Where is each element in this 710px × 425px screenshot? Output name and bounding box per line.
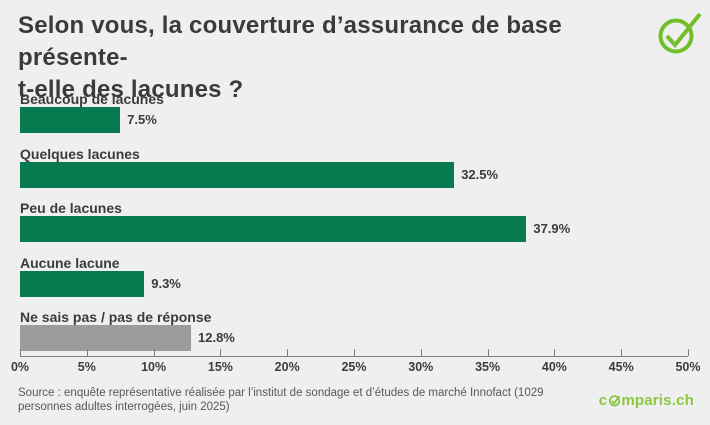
bar-row: 9.3% [20,270,692,297]
bar [20,107,121,133]
bar-row: 12.8% [20,325,692,351]
bar-row: 37.9% [20,216,692,242]
bar-category-label: Beaucoup de lacunes [20,91,164,107]
bar-group-1: Quelques lacunes 32.5% [20,147,692,188]
x-axis-tick-label: 45% [608,360,634,374]
x-axis-tick [287,349,289,356]
x-axis-tick [487,349,489,356]
x-axis-tick-label: 5% [77,360,96,374]
x-axis-tick [554,349,556,356]
bar-group-2: Peu de lacunes 37.9% [20,201,692,242]
source-text: Source : enquête représentative réalisée… [18,387,544,413]
bar [20,161,455,188]
page-title-line-2: t-elle des lacunes ? [18,76,244,103]
x-axis-tick-label: 10% [141,360,167,374]
bar-category-label: Ne sais pas / pas de réponse [20,309,212,325]
logo-check-o-icon [607,394,621,407]
x-axis-tick [220,349,222,356]
bar-value-label: 12.8% [198,330,235,345]
x-axis-tick [20,349,21,356]
bar-row: 32.5% [20,161,692,188]
checkmark-circle-icon [655,6,703,61]
page-title-line-1: Selon vous, la couverture d’assurance de… [18,12,562,71]
bar [20,270,145,297]
x-axis-tick-label: 50% [675,360,701,374]
bar-category-label: Quelques lacunes [20,145,140,162]
bar-value-label: 37.9% [533,221,571,236]
logo-suffix: mparis.ch [621,392,694,409]
x-axis-tick-label: 25% [341,360,367,374]
x-axis-tick [153,349,155,356]
x-axis-tick [354,349,355,356]
x-axis-tick [420,349,422,356]
bar-group-0: Beaucoup de lacunes 7.5% [20,92,692,133]
x-axis-tick-label: 20% [274,360,300,374]
x-axis-line [20,356,688,357]
x-axis-tick [688,349,689,356]
bar-value-label: 7.5% [127,112,157,127]
bar-category-label: Aucune lacune [20,254,120,271]
x-axis-tick-label: 35% [475,360,501,374]
bar-row: 7.5% [20,107,692,133]
bar-group-4: Ne sais pas / pas de réponse 12.8% [20,310,692,351]
logo-prefix: c [598,392,608,409]
bar [20,216,527,242]
x-axis-tick [86,349,88,356]
x-axis-tick-label: 15% [207,360,233,374]
x-axis-tick-label: 30% [408,360,434,374]
comparis-logo: c mparis.ch [599,392,694,409]
x-axis-tick [621,349,623,356]
bar [20,325,191,351]
x-axis-tick-label: 0% [10,360,30,374]
bar-group-3: Aucune lacune 9.3% [20,256,692,297]
bar-category-label: Peu de lacunes [20,200,122,216]
x-axis-tick-label: 40% [541,360,567,374]
bar-value-label: 9.3% [151,275,181,291]
page-title: Selon vous, la couverture d’assurance de… [18,10,643,106]
bar-value-label: 32.5% [461,166,499,182]
